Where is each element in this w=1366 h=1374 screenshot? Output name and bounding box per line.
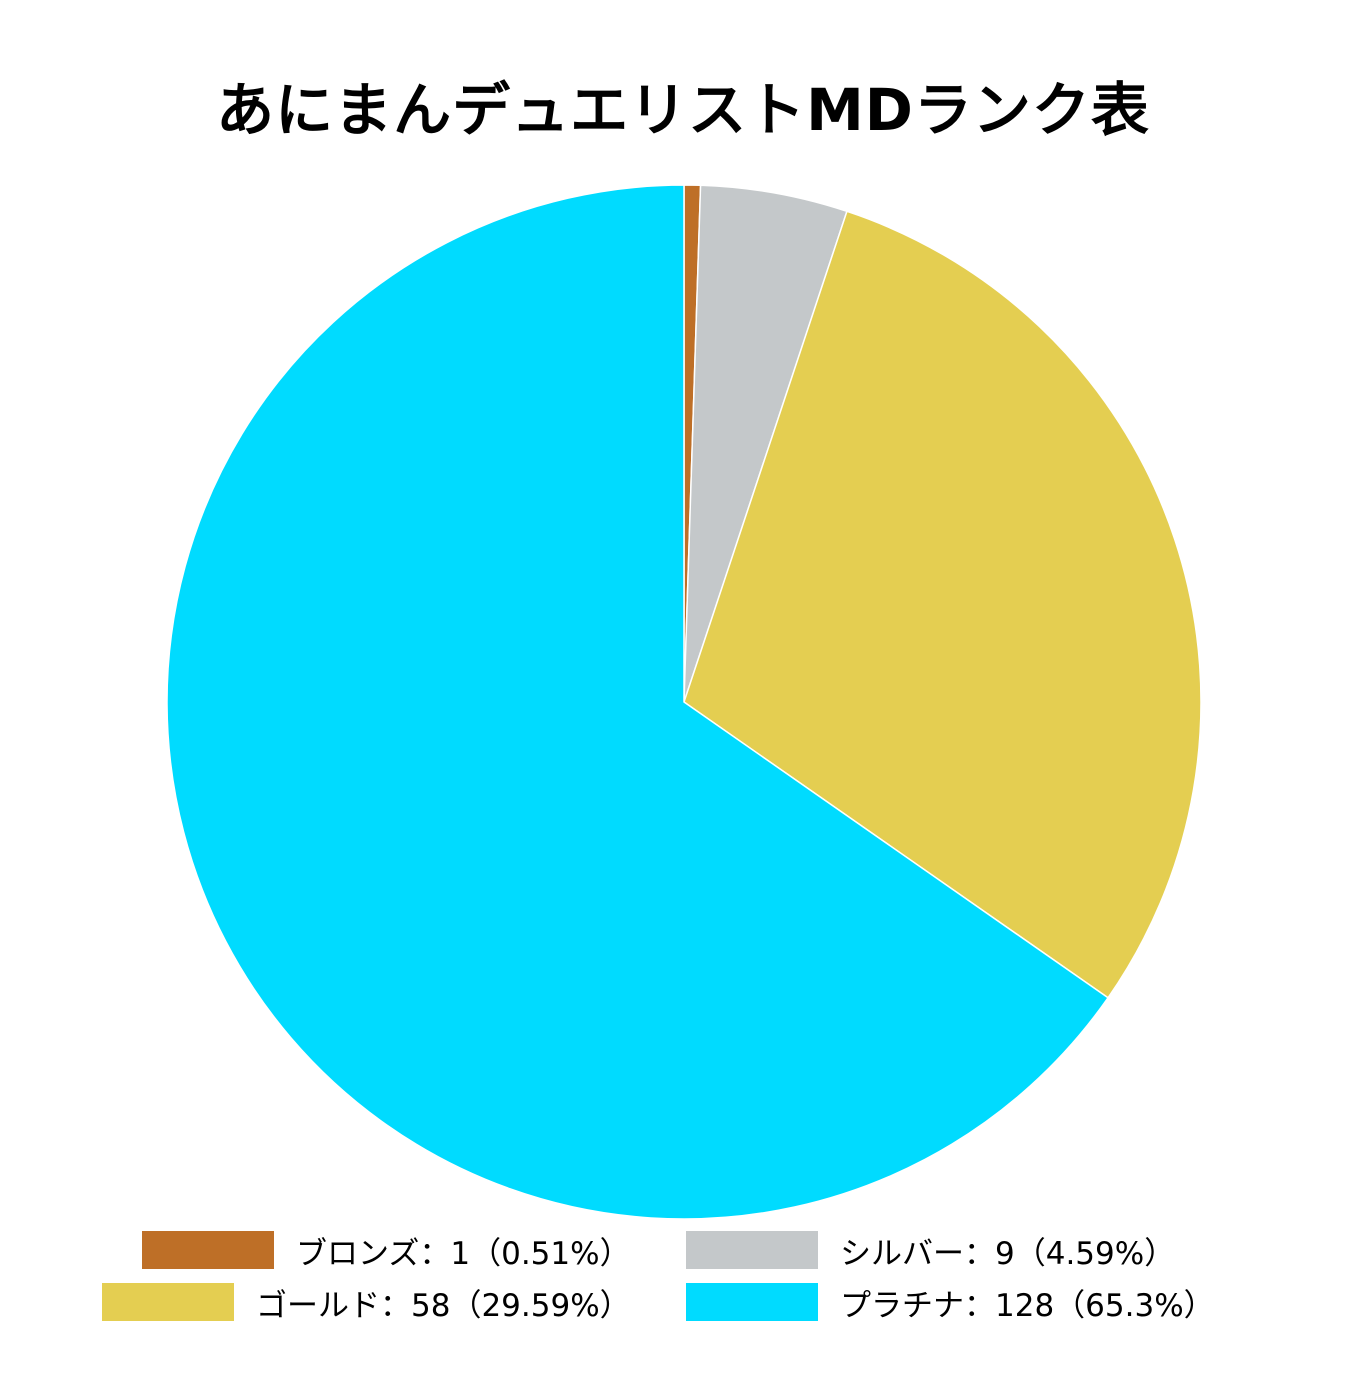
legend-item-gold: ゴールド：58（29.59%） (102, 1280, 631, 1324)
legend-swatch-gold (102, 1283, 234, 1321)
legend-item-bronze: ブロンズ：1（0.51%） (142, 1228, 631, 1272)
pie-slice-platinum (166, 184, 1110, 1220)
legend-swatch-silver (686, 1231, 818, 1269)
legend-swatch-bronze (142, 1231, 274, 1269)
legend-label-platinum: プラチナ：128（65.3%） (840, 1287, 1215, 1324)
legend-label-silver: シルバー：9（4.59%） (840, 1235, 1176, 1272)
legend-swatch-platinum (686, 1283, 818, 1321)
legend-label-gold: ゴールド：58（29.59%） (256, 1287, 631, 1324)
chart-title: あにまんデュエリストMDランク表 (216, 76, 1150, 144)
pie-slice-gold (683, 210, 1202, 999)
legend-item-platinum: プラチナ：128（65.3%） (686, 1280, 1215, 1324)
legend-item-silver: シルバー：9（4.59%） (686, 1228, 1175, 1272)
legend-label-bronze: ブロンズ：1（0.51%） (296, 1235, 631, 1272)
